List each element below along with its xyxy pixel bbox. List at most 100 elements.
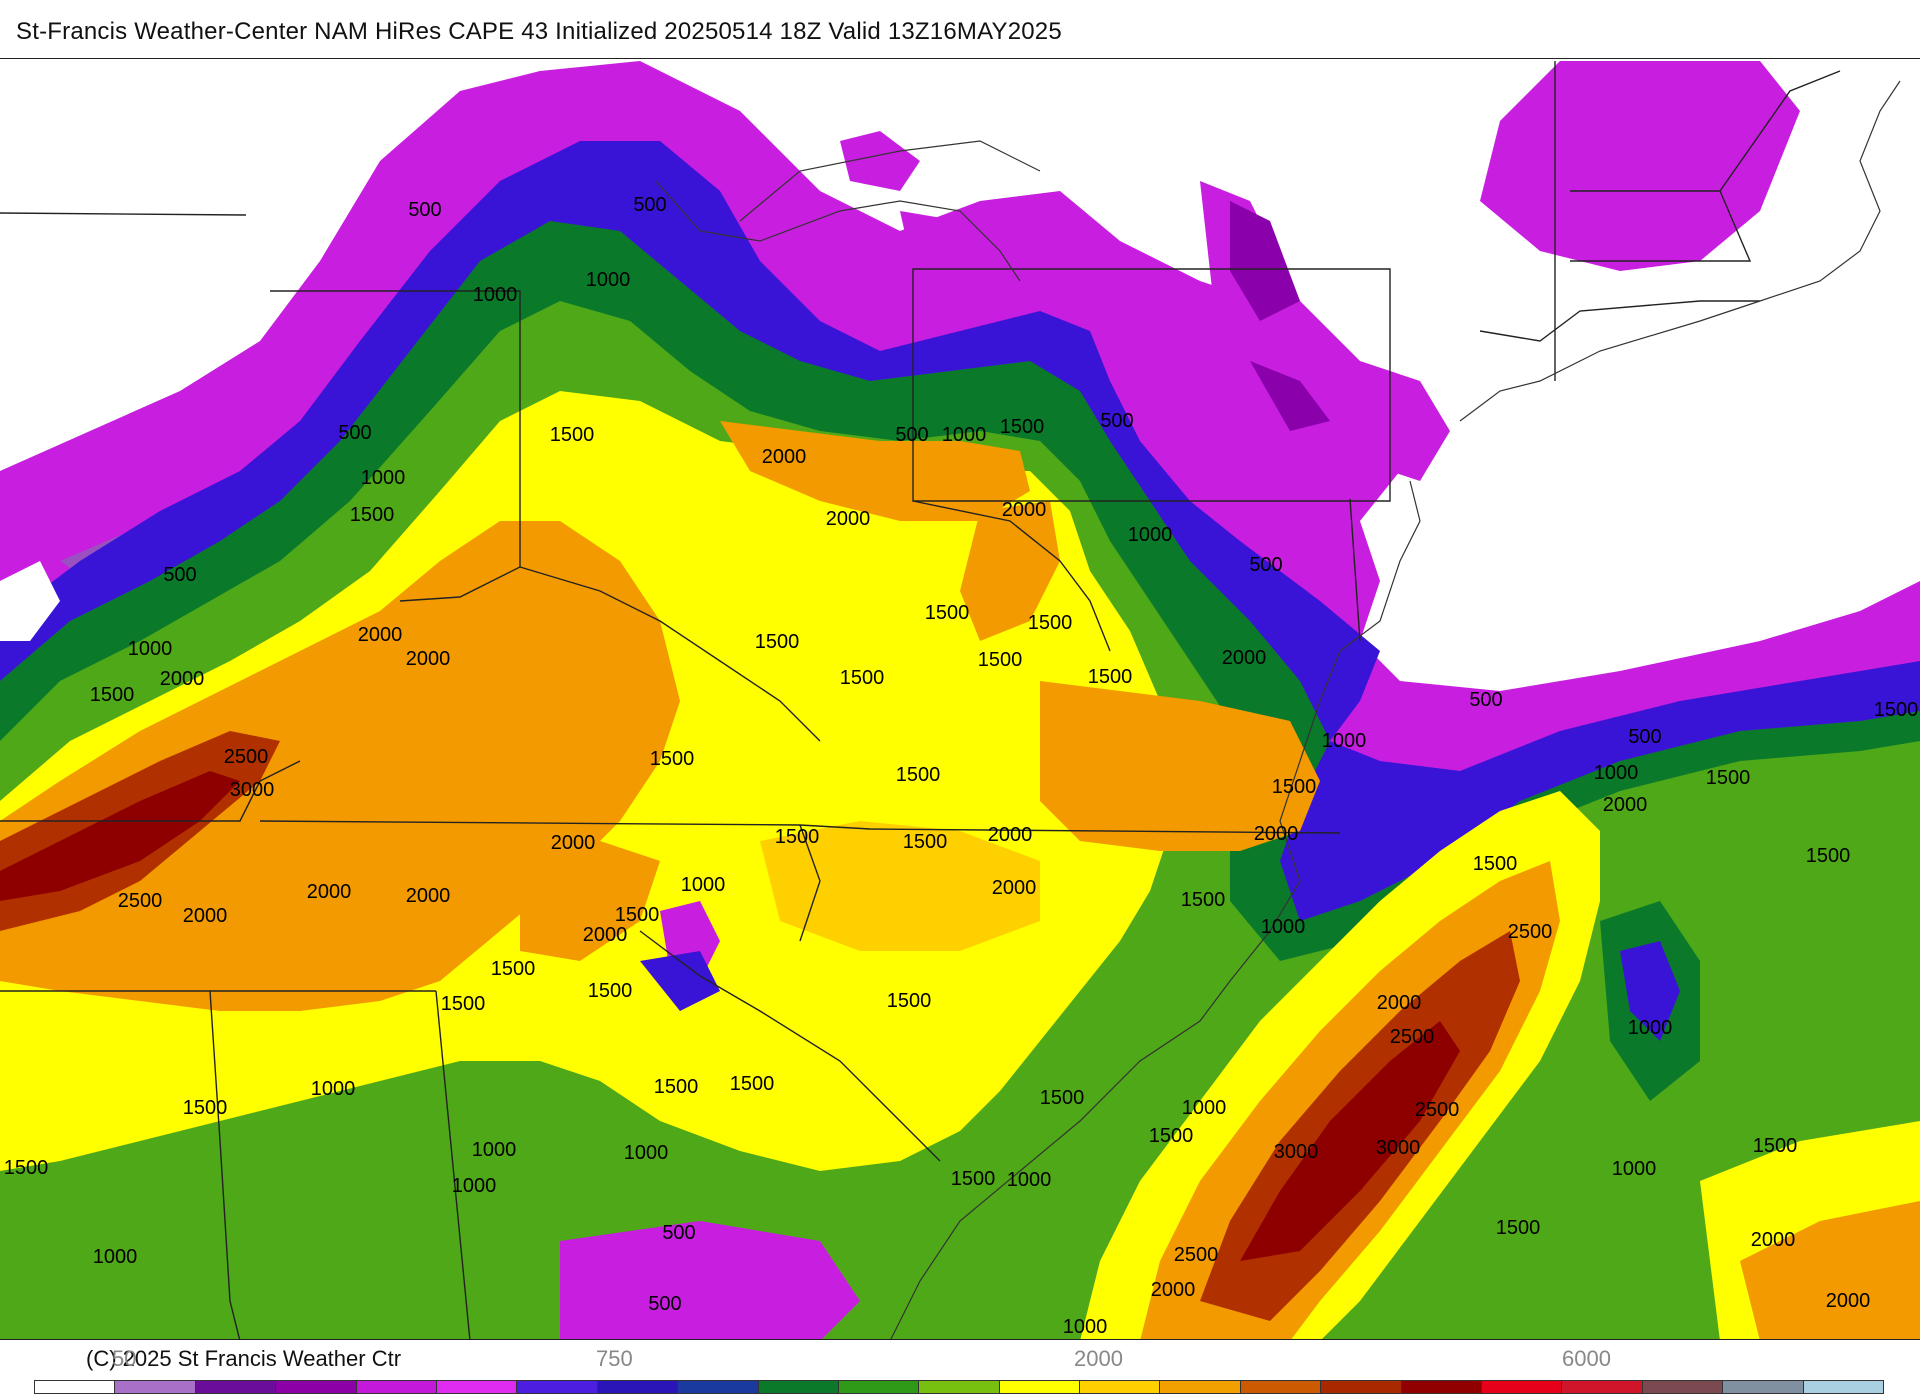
cape-field	[0, 61, 1920, 1339]
contour-label: 500	[895, 424, 928, 446]
contour-label: 500	[408, 199, 441, 221]
contour-label: 2000	[1002, 499, 1047, 521]
contour-label: 1000	[311, 1078, 356, 1100]
contour-label: 2000	[1826, 1290, 1871, 1312]
contour-label: 500	[1469, 689, 1502, 711]
contour-label: 500	[338, 422, 371, 444]
contour-label: 2000	[992, 877, 1037, 899]
contour-label: 1500	[840, 667, 885, 689]
contour-label: 3000	[1376, 1137, 1421, 1159]
contour-label: 500	[1628, 726, 1661, 748]
contour-label: 1000	[128, 638, 173, 660]
colorbar-swatch	[1803, 1381, 1883, 1393]
colorbar-swatch	[35, 1381, 116, 1393]
contour-label: 1500	[1028, 612, 1073, 634]
contour-label: 2000	[1222, 647, 1267, 669]
colorbar-swatch	[195, 1381, 277, 1393]
colorbar-swatch	[919, 1381, 1000, 1393]
contour-label: 1000	[472, 1139, 517, 1161]
contour-label: 1500	[903, 831, 948, 853]
contour-label: 1500	[755, 631, 800, 653]
contour-label: 1000	[942, 424, 987, 446]
colorbar	[34, 1380, 1884, 1394]
contour-label: 1500	[1753, 1135, 1798, 1157]
contour-label: 1500	[4, 1157, 49, 1179]
contour-label: 2000	[358, 624, 403, 646]
contour-label: 1500	[1000, 416, 1045, 438]
contour-label: 1000	[93, 1246, 138, 1268]
copyright-text: (C) 2025 St Francis Weather Ctr	[86, 1346, 402, 1371]
contour-label: 500	[648, 1293, 681, 1315]
contour-label: 2000	[307, 881, 352, 903]
contour-label: 1000	[624, 1142, 669, 1164]
colorbar-swatch	[1642, 1381, 1724, 1393]
contour-label: 2000	[1751, 1229, 1796, 1251]
contour-label: 2500	[1415, 1099, 1460, 1121]
contour-label: 1500	[650, 748, 695, 770]
contour-label: 1000	[1594, 762, 1639, 784]
contour-label: 1500	[1272, 776, 1317, 798]
contour-label: 3000	[1274, 1141, 1319, 1163]
colorbar-swatch	[1401, 1381, 1483, 1393]
contour-label: 2000	[406, 885, 451, 907]
contour-label: 1500	[1473, 853, 1518, 875]
contour-label: 1500	[1496, 1217, 1541, 1239]
contour-label: 1500	[1088, 666, 1133, 688]
contour-label: 1000	[1261, 916, 1306, 938]
contour-label: 1000	[586, 269, 631, 291]
contour-label: 2000	[583, 924, 628, 946]
colorbar-swatch	[1240, 1381, 1322, 1393]
colorbar-swatch	[999, 1381, 1081, 1393]
contour-label: 2500	[224, 746, 269, 768]
contour-label: 1500	[775, 826, 820, 848]
contour-label: 1000	[361, 467, 406, 489]
contour-label: 1000	[1128, 524, 1173, 546]
colorbar-swatch	[115, 1381, 196, 1393]
colorbar-swatch	[597, 1381, 679, 1393]
contour-label: 1500	[1181, 889, 1226, 911]
contour-label: 1500	[615, 904, 660, 926]
contour-label: 2500	[1508, 921, 1553, 943]
contour-label: 1500	[951, 1168, 996, 1190]
contour-label: 1500	[1874, 699, 1919, 721]
colorbar-swatch	[678, 1381, 759, 1393]
contour-label: 1500	[550, 424, 595, 446]
contour-label: 500	[1100, 410, 1133, 432]
contour-label: 2000	[988, 824, 1033, 846]
contour-label: 1500	[1706, 767, 1751, 789]
colorbar-swatch	[838, 1381, 920, 1393]
contour-label: 1000	[1182, 1097, 1227, 1119]
contour-label: 1000	[1612, 1158, 1657, 1180]
colorbar-swatch	[436, 1381, 518, 1393]
contour-label: 1500	[183, 1097, 228, 1119]
contour-label: 1000	[473, 284, 518, 306]
contour-label: 1500	[654, 1076, 699, 1098]
contour-label: 1500	[978, 649, 1023, 671]
contour-label: 3000	[230, 779, 275, 801]
colorbar-swatch	[1562, 1381, 1643, 1393]
colorbar-tick-50: 50	[112, 1346, 137, 1371]
contour-label: 2000	[406, 648, 451, 670]
contour-label: 1500	[925, 602, 970, 624]
contour-label: 1000	[1063, 1316, 1108, 1338]
colorbar-swatch	[1321, 1381, 1402, 1393]
colorbar-swatch	[356, 1381, 437, 1393]
contour-label: 1500	[350, 504, 395, 526]
colorbar-swatch	[1482, 1381, 1563, 1393]
contour-label: 1000	[1007, 1169, 1052, 1191]
contour-label: 1000	[452, 1175, 497, 1197]
contour-label: 2000	[826, 508, 871, 530]
contour-label: 2000	[183, 905, 228, 927]
contour-label: 1500	[896, 764, 941, 786]
contour-label: 2500	[1174, 1244, 1219, 1266]
state-borders	[0, 61, 1841, 1339]
contour-label: 500	[662, 1222, 695, 1244]
contour-label: 2500	[1390, 1026, 1435, 1048]
contour-label: 1500	[887, 990, 932, 1012]
contour-label: 2000	[1151, 1279, 1196, 1301]
contour-label: 1000	[1322, 730, 1367, 752]
colorbar-swatch	[1160, 1381, 1241, 1393]
contour-label: 1500	[588, 980, 633, 1002]
